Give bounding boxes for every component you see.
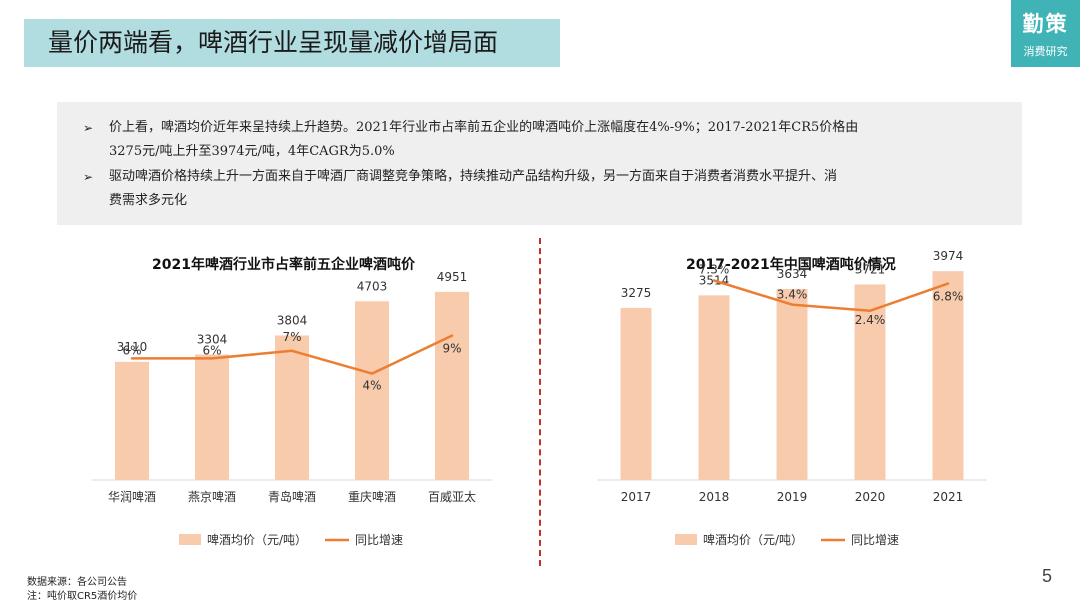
category-label: 燕京啤酒 <box>188 489 236 504</box>
bar <box>115 361 149 480</box>
legend-line-label: 同比增速 <box>851 533 899 547</box>
growth-label: 3.4% <box>777 288 808 302</box>
logo-main-text: 勤策 <box>1022 12 1069 36</box>
growth-line <box>712 279 950 313</box>
bar <box>854 284 886 480</box>
bar <box>932 271 964 480</box>
page-number: 5 <box>1042 566 1053 586</box>
growth-label: 6% <box>122 343 141 357</box>
bar-value-label: 3304 <box>197 332 228 346</box>
page-title: 量价两端看，啤酒行业呈现量减价增局面 <box>48 28 499 57</box>
bar <box>435 291 469 480</box>
title-band: 量价两端看，啤酒行业呈现量减价增局面 <box>24 19 560 67</box>
bar-value-label: 3721 <box>855 262 886 276</box>
summary-bullet: ➢ 价上看，啤酒均价近年来呈持续上升趋势。2021年行业市占率前五企业的啤酒吨价… <box>83 116 1005 164</box>
growth-label: 4% <box>362 379 381 393</box>
data-source: 数据来源：各公司公告 <box>27 577 127 588</box>
summary-line: 价上看，啤酒均价近年来呈持续上升趋势。2021年行业市占率前五企业的啤酒吨价上涨… <box>109 120 859 135</box>
bar <box>355 301 389 480</box>
brand-logo: 勤策 消费研究 <box>1011 0 1080 67</box>
category-label: 2021 <box>933 490 964 504</box>
category-label: 百威亚太 <box>428 489 476 504</box>
growth-label: 7% <box>282 330 301 344</box>
chart-companies: 3110 华润啤酒 3304 燕京啤酒 3804 青岛啤酒 4703 重庆啤酒 4951 百威亚太… <box>92 270 492 547</box>
bar <box>620 307 652 480</box>
arrow-bullet-icon: ➢ <box>83 121 94 135</box>
legend-bar-swatch <box>179 534 201 545</box>
category-label: 青岛啤酒 <box>268 489 316 504</box>
category-label: 2018 <box>699 490 730 504</box>
bar <box>195 354 229 480</box>
legend-bar-label: 啤酒均价（元/吨） <box>703 532 803 547</box>
summary-box: ➢ 价上看，啤酒均价近年来呈持续上升趋势。2021年行业市占率前五企业的啤酒吨价… <box>57 102 1022 225</box>
legend-bar-label: 啤酒均价（元/吨） <box>207 532 307 547</box>
bar-value-label: 3974 <box>933 249 964 263</box>
growth-label: 7.3% <box>699 263 730 277</box>
chart-title: 2021年啤酒行业市占率前五企业啤酒吨价 <box>152 257 415 273</box>
bar-value-label: 3634 <box>777 267 808 281</box>
chart-years: 3275201735142018363420193721202039742021… <box>597 249 987 547</box>
growth-label: 9% <box>442 342 461 356</box>
logo-sub-text: 消费研究 <box>1023 45 1068 58</box>
growth-line <box>130 334 454 375</box>
legend-line-label: 同比增速 <box>355 533 403 547</box>
bar-value-label: 3275 <box>621 286 652 300</box>
summary-bullet: ➢ 驱动啤酒价格持续上升一方面来自于啤酒厂商调整竞争策略，持续推动产品结构升级，… <box>83 165 1005 213</box>
summary-line: 费需求多元化 <box>109 193 188 208</box>
bar <box>776 289 808 480</box>
footnote: 注：吨价取CR5酒价均价 <box>27 591 138 602</box>
category-label: 2020 <box>855 490 886 504</box>
bar <box>698 295 730 480</box>
bar <box>275 335 309 480</box>
bar-value-label: 4951 <box>437 270 468 284</box>
category-label: 华润啤酒 <box>108 489 156 504</box>
category-label: 2019 <box>777 490 808 504</box>
section-divider <box>539 238 541 566</box>
growth-label: 2.4% <box>855 313 886 327</box>
growth-label: 6.8% <box>933 290 964 304</box>
bar-value-label: 3110 <box>117 340 148 354</box>
category-label: 重庆啤酒 <box>348 489 396 504</box>
bar-value-label: 4703 <box>357 279 388 293</box>
growth-label: 6% <box>202 343 221 357</box>
summary-line: 驱动啤酒价格持续上升一方面来自于啤酒厂商调整竞争策略，持续推动产品结构升级，另一… <box>109 169 838 184</box>
legend-bar-swatch <box>675 534 697 545</box>
summary-line: 3275元/吨上升至3974元/吨，4年CAGR为5.0% <box>109 144 395 159</box>
arrow-bullet-icon: ➢ <box>83 170 94 184</box>
category-label: 2017 <box>621 490 652 504</box>
chart-title: 2017-2021年中国啤酒吨价情况 <box>686 257 896 273</box>
bar-value-label: 3804 <box>277 313 308 327</box>
